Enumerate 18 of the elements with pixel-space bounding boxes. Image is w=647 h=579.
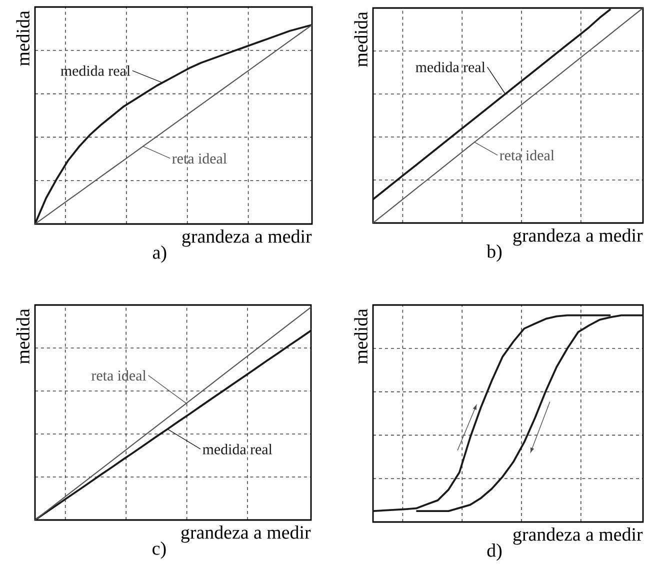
text: c) (152, 542, 166, 559)
text: reta ideal (92, 370, 146, 381)
series-label: medida real (416, 62, 486, 72)
x-axis-title: grandeza a medir (182, 230, 312, 247)
y-axis-title: medida (354, 12, 368, 67)
legend-label: medida real (202, 444, 272, 454)
text: d) (487, 544, 502, 561)
y-axis-title: medida (16, 10, 30, 66)
text: a) (152, 246, 166, 263)
y-axis-title: medida (354, 308, 368, 364)
legend-label: reta ideal (500, 150, 554, 160)
legend-label: reta ideal (172, 153, 227, 164)
text: b) (486, 244, 502, 262)
x-axis-title: grandeza a medir (513, 528, 643, 545)
series-label: medida real (60, 65, 130, 76)
y-axis-title: medida (16, 308, 30, 364)
x-axis-title: grandeza a medir (513, 228, 643, 246)
x-axis-title: grandeza a medir (181, 526, 311, 543)
